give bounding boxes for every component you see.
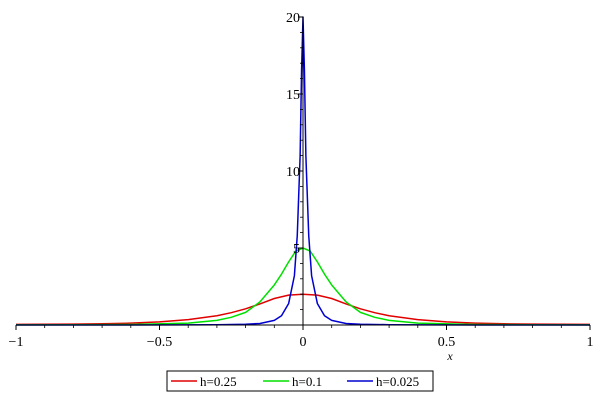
x-axis-title: x bbox=[446, 349, 453, 363]
legend: h=0.25 h=0.1 h=0.025 bbox=[166, 370, 434, 392]
legend-box bbox=[166, 370, 434, 392]
legend-label: h=0.025 bbox=[376, 374, 419, 389]
x-tick-label: 0.5 bbox=[438, 335, 456, 350]
y-tick-label: 15 bbox=[286, 88, 300, 103]
legend-items: h=0.25 h=0.1 h=0.025 bbox=[171, 374, 419, 389]
y-tick-label: 5 bbox=[293, 242, 300, 257]
axes: −1 −0.5 0 0.5 1 5 10 15 20 x bbox=[9, 11, 594, 363]
x-tick-label: 0 bbox=[300, 335, 307, 350]
legend-label: h=0.25 bbox=[200, 374, 237, 389]
y-tick-label: 10 bbox=[286, 165, 300, 180]
y-ticks: 5 10 15 20 bbox=[286, 11, 303, 311]
x-tick-label: −0.5 bbox=[147, 335, 172, 350]
x-ticks: −1 −0.5 0 0.5 1 bbox=[9, 325, 594, 350]
legend-label: h=0.1 bbox=[292, 374, 322, 389]
x-tick-label: −1 bbox=[9, 335, 24, 350]
y-tick-label: 20 bbox=[286, 11, 300, 26]
x-tick-label: 1 bbox=[587, 335, 594, 350]
